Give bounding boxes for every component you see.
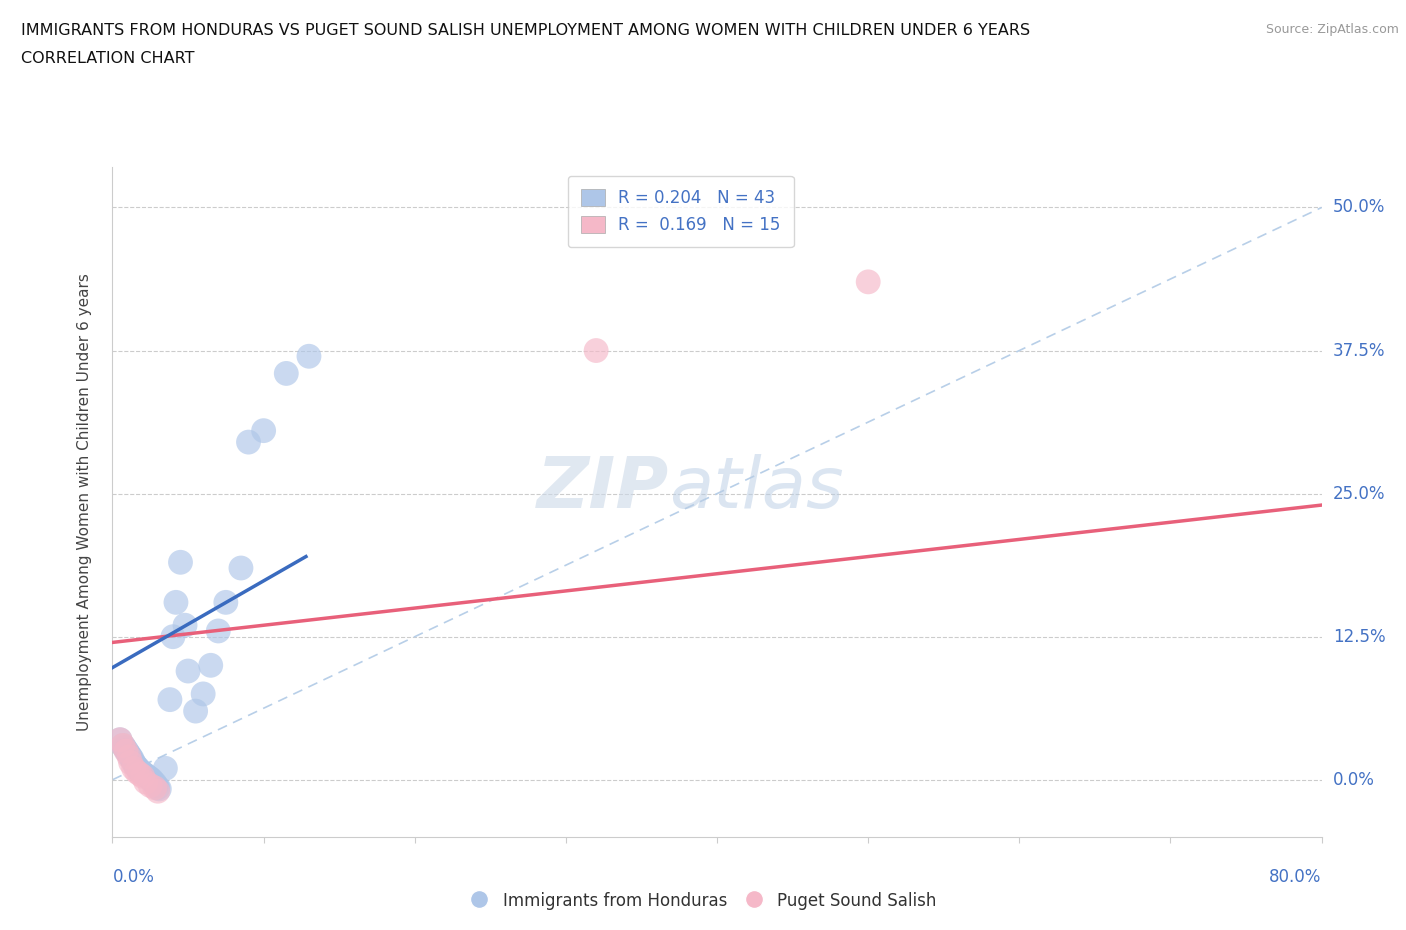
Point bbox=[139, 778, 162, 793]
Text: atlas: atlas bbox=[669, 455, 844, 524]
Point bbox=[108, 732, 131, 747]
Text: 0.0%: 0.0% bbox=[1333, 771, 1375, 789]
Point bbox=[145, 778, 167, 793]
Point bbox=[184, 704, 207, 719]
Y-axis label: Unemployment Among Women with Children Under 6 years: Unemployment Among Women with Children U… bbox=[77, 273, 91, 731]
Text: 12.5%: 12.5% bbox=[1333, 628, 1385, 645]
Point bbox=[165, 595, 187, 610]
Point bbox=[139, 771, 162, 786]
Point bbox=[142, 775, 165, 790]
Point bbox=[121, 751, 143, 766]
Point bbox=[112, 738, 135, 753]
Point bbox=[122, 755, 145, 770]
Point bbox=[117, 745, 139, 760]
Legend: R = 0.204   N = 43, R =  0.169   N = 15: R = 0.204 N = 43, R = 0.169 N = 15 bbox=[568, 176, 793, 247]
Point bbox=[128, 766, 150, 781]
Point bbox=[177, 664, 200, 679]
Point bbox=[141, 772, 163, 787]
Point bbox=[148, 781, 170, 796]
Point bbox=[215, 595, 238, 610]
Point bbox=[191, 686, 214, 701]
Legend: Immigrants from Honduras, Puget Sound Salish: Immigrants from Honduras, Puget Sound Sa… bbox=[463, 885, 943, 917]
Text: IMMIGRANTS FROM HONDURAS VS PUGET SOUND SALISH UNEMPLOYMENT AMONG WOMEN WITH CHI: IMMIGRANTS FROM HONDURAS VS PUGET SOUND … bbox=[21, 23, 1031, 38]
Point bbox=[115, 742, 138, 757]
Point bbox=[856, 274, 880, 289]
Point bbox=[155, 761, 177, 776]
Point bbox=[134, 766, 156, 781]
Point bbox=[276, 366, 298, 381]
Point bbox=[136, 769, 159, 784]
Text: 37.5%: 37.5% bbox=[1333, 341, 1385, 360]
Point bbox=[132, 769, 155, 784]
Point bbox=[125, 760, 148, 775]
Point bbox=[114, 740, 136, 755]
Text: ZIP: ZIP bbox=[537, 455, 669, 524]
Point bbox=[174, 618, 197, 632]
Point bbox=[118, 747, 141, 762]
Point bbox=[135, 775, 157, 790]
Text: CORRELATION CHART: CORRELATION CHART bbox=[21, 51, 194, 66]
Point bbox=[124, 757, 146, 772]
Point bbox=[125, 764, 148, 779]
Point bbox=[146, 780, 169, 795]
Point bbox=[118, 750, 141, 764]
Text: 25.0%: 25.0% bbox=[1333, 485, 1385, 502]
Point bbox=[115, 744, 138, 759]
Point bbox=[159, 692, 181, 707]
Point bbox=[585, 343, 607, 358]
Point bbox=[143, 776, 166, 790]
Point bbox=[298, 349, 321, 364]
Point bbox=[146, 784, 169, 799]
Point bbox=[120, 755, 142, 770]
Point bbox=[207, 623, 229, 638]
Point bbox=[253, 423, 276, 438]
Point bbox=[143, 780, 166, 795]
Point bbox=[200, 658, 222, 672]
Text: 0.0%: 0.0% bbox=[112, 868, 155, 885]
Point bbox=[128, 764, 150, 778]
Point bbox=[108, 732, 131, 747]
Point bbox=[129, 764, 152, 779]
Point bbox=[112, 738, 135, 753]
Point bbox=[238, 434, 260, 449]
Point bbox=[162, 630, 184, 644]
Point bbox=[169, 555, 191, 570]
Point bbox=[127, 761, 149, 776]
Text: 80.0%: 80.0% bbox=[1270, 868, 1322, 885]
Point bbox=[120, 750, 142, 764]
Point bbox=[138, 770, 160, 785]
Text: Source: ZipAtlas.com: Source: ZipAtlas.com bbox=[1265, 23, 1399, 36]
Point bbox=[122, 761, 145, 776]
Point bbox=[135, 768, 157, 783]
Point bbox=[132, 765, 155, 780]
Text: 50.0%: 50.0% bbox=[1333, 198, 1385, 217]
Point bbox=[229, 561, 252, 576]
